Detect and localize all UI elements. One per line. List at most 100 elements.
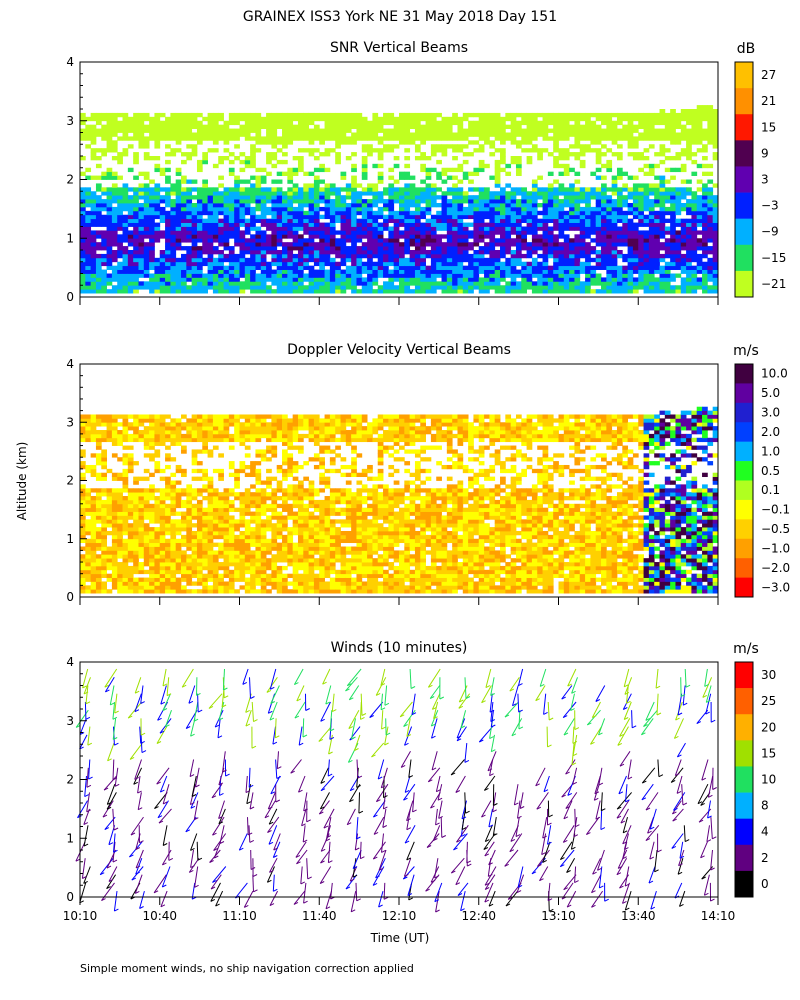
heatmap-cell bbox=[138, 538, 145, 544]
heatmap-cell bbox=[468, 246, 474, 251]
heatmap-cell bbox=[117, 457, 123, 462]
heatmap-cell bbox=[351, 273, 357, 278]
heatmap-cell bbox=[579, 222, 586, 227]
heatmap-cell bbox=[111, 148, 118, 153]
heatmap-cell bbox=[255, 128, 262, 133]
heatmap-cell bbox=[329, 112, 336, 118]
heatmap-cell bbox=[686, 218, 692, 223]
heatmap-cell bbox=[80, 136, 86, 141]
heatmap-cell bbox=[414, 242, 421, 247]
heatmap-cell bbox=[585, 206, 591, 212]
heatmap-cell bbox=[159, 437, 166, 443]
heatmap-cell bbox=[303, 191, 310, 196]
heatmap-cell bbox=[712, 128, 719, 133]
heatmap-cell bbox=[329, 203, 336, 208]
heatmap-cell bbox=[367, 269, 373, 274]
heatmap-cell bbox=[106, 167, 113, 173]
heatmap-cell bbox=[186, 226, 193, 231]
heatmap-cell bbox=[250, 191, 256, 196]
heatmap-cell bbox=[537, 152, 543, 157]
heatmap-cell bbox=[138, 581, 145, 586]
heatmap-cell bbox=[686, 179, 692, 184]
heatmap-cell bbox=[106, 250, 113, 255]
heatmap-cell bbox=[223, 156, 230, 161]
heatmap-cell bbox=[154, 569, 161, 575]
heatmap-cell bbox=[361, 218, 368, 223]
heatmap-cell bbox=[691, 195, 698, 200]
heatmap-cell bbox=[117, 503, 123, 509]
heatmap-cell bbox=[468, 214, 474, 220]
heatmap-cell bbox=[515, 163, 522, 169]
heatmap-cell bbox=[266, 195, 272, 200]
heatmap-cell bbox=[143, 492, 150, 497]
heatmap-cell bbox=[127, 464, 134, 470]
heatmap-cell bbox=[664, 285, 671, 290]
heatmap-cell bbox=[638, 116, 644, 122]
heatmap-cell bbox=[489, 269, 496, 274]
heatmap-cell bbox=[138, 242, 145, 247]
heatmap-cell bbox=[579, 191, 586, 196]
heatmap-cell bbox=[159, 167, 166, 173]
heatmap-cell bbox=[686, 226, 692, 231]
heatmap-cell bbox=[414, 285, 421, 290]
heatmap-cell bbox=[165, 457, 171, 462]
heatmap-cell bbox=[430, 214, 437, 220]
heatmap-cell bbox=[80, 453, 86, 458]
colorbar-tick-label: 21 bbox=[761, 94, 776, 108]
heatmap-cell bbox=[345, 226, 352, 231]
heatmap-cell bbox=[377, 136, 384, 141]
heatmap-cell bbox=[154, 441, 161, 446]
heatmap-cell bbox=[707, 261, 714, 267]
heatmap-cell bbox=[127, 214, 134, 220]
heatmap-cell bbox=[181, 558, 187, 563]
heatmap-cell bbox=[101, 230, 107, 235]
heatmap-cell bbox=[367, 265, 373, 270]
heatmap-cell bbox=[324, 112, 331, 118]
heatmap-cell bbox=[579, 226, 586, 231]
heatmap-cell bbox=[462, 234, 469, 239]
heatmap-cell bbox=[351, 218, 357, 223]
heatmap-cell bbox=[531, 195, 538, 200]
heatmap-cell bbox=[452, 265, 458, 270]
heatmap-cell bbox=[329, 242, 336, 247]
heatmap-cell bbox=[90, 222, 97, 227]
heatmap-cell bbox=[127, 281, 134, 286]
heatmap-cell bbox=[159, 273, 166, 278]
heatmap-cell bbox=[361, 277, 368, 282]
heatmap-cell bbox=[478, 159, 485, 165]
heatmap-cell bbox=[404, 156, 411, 161]
heatmap-cell bbox=[250, 210, 256, 216]
heatmap-cell bbox=[111, 488, 118, 493]
heatmap-cell bbox=[80, 519, 86, 524]
heatmap-cell bbox=[196, 136, 203, 141]
heatmap-cell bbox=[266, 191, 272, 196]
heatmap-cell bbox=[526, 222, 533, 227]
heatmap-cell bbox=[659, 214, 666, 220]
y-tick-label: 4 bbox=[66, 55, 74, 69]
heatmap-cell bbox=[106, 414, 113, 419]
heatmap-cell bbox=[696, 265, 703, 270]
heatmap-cell bbox=[377, 163, 384, 169]
heatmap-cell bbox=[80, 195, 86, 200]
heatmap-cell bbox=[340, 112, 347, 118]
heatmap-cell bbox=[111, 433, 118, 439]
heatmap-cell bbox=[430, 269, 437, 274]
heatmap-cell bbox=[579, 246, 586, 251]
heatmap-cell bbox=[643, 214, 650, 220]
heatmap-cell bbox=[313, 195, 320, 200]
heatmap-cell bbox=[127, 222, 134, 227]
heatmap-cell bbox=[111, 214, 118, 220]
heatmap-cell bbox=[590, 191, 597, 196]
heatmap-cell bbox=[154, 554, 161, 559]
heatmap-cell bbox=[196, 124, 203, 129]
heatmap-cell bbox=[383, 257, 389, 263]
heatmap-cell bbox=[526, 261, 533, 267]
heatmap-cell bbox=[659, 112, 666, 118]
heatmap-cell bbox=[127, 128, 134, 133]
heatmap-cell bbox=[383, 218, 389, 223]
heatmap-cell bbox=[276, 242, 283, 247]
heatmap-cell bbox=[133, 461, 139, 466]
heatmap-cell bbox=[420, 191, 426, 196]
heatmap-cell bbox=[133, 558, 139, 563]
heatmap-cell bbox=[542, 246, 549, 251]
